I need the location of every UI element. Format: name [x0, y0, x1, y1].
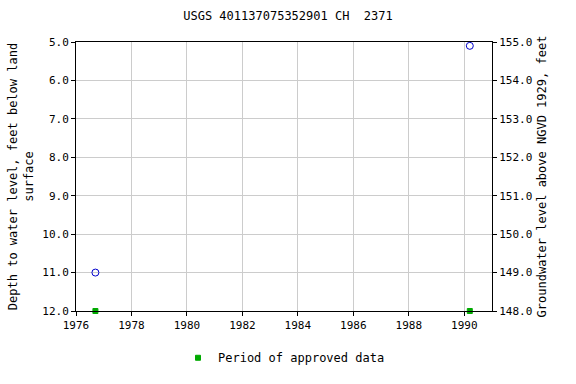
svg-text:155.0: 155.0: [499, 36, 532, 49]
svg-text:Depth to water level, feet bel: Depth to water level, feet below landsur…: [6, 43, 36, 310]
svg-text:11.0: 11.0: [42, 266, 69, 279]
svg-text:6.0: 6.0: [49, 74, 69, 87]
svg-text:10.0: 10.0: [42, 228, 69, 241]
svg-text:1988: 1988: [396, 319, 423, 332]
svg-text:149.0: 149.0: [499, 266, 532, 279]
svg-text:148.0: 148.0: [499, 305, 532, 318]
svg-text:5.0: 5.0: [49, 36, 69, 49]
svg-text:USGS 401137075352901 CH 2371: USGS 401137075352901 CH 2371: [183, 9, 393, 23]
svg-text:1984: 1984: [285, 319, 312, 332]
svg-text:1978: 1978: [118, 319, 145, 332]
svg-text:Groundwater level above NGVD 1: Groundwater level above NGVD 1929, feet: [535, 36, 549, 318]
svg-text:7.0: 7.0: [49, 113, 69, 126]
svg-text:154.0: 154.0: [499, 74, 532, 87]
svg-text:1982: 1982: [229, 319, 256, 332]
svg-text:8.0: 8.0: [49, 151, 69, 164]
svg-text:9.0: 9.0: [49, 190, 69, 203]
svg-text:1990: 1990: [451, 319, 478, 332]
svg-text:1980: 1980: [174, 319, 201, 332]
svg-text:152.0: 152.0: [499, 151, 532, 164]
svg-text:1976: 1976: [63, 319, 90, 332]
svg-text:153.0: 153.0: [499, 113, 532, 126]
svg-text:150.0: 150.0: [499, 228, 532, 241]
svg-text:151.0: 151.0: [499, 190, 532, 203]
svg-text:Period of approved data: Period of approved data: [218, 351, 384, 365]
svg-text:1986: 1986: [340, 319, 367, 332]
svg-text:12.0: 12.0: [42, 305, 69, 318]
